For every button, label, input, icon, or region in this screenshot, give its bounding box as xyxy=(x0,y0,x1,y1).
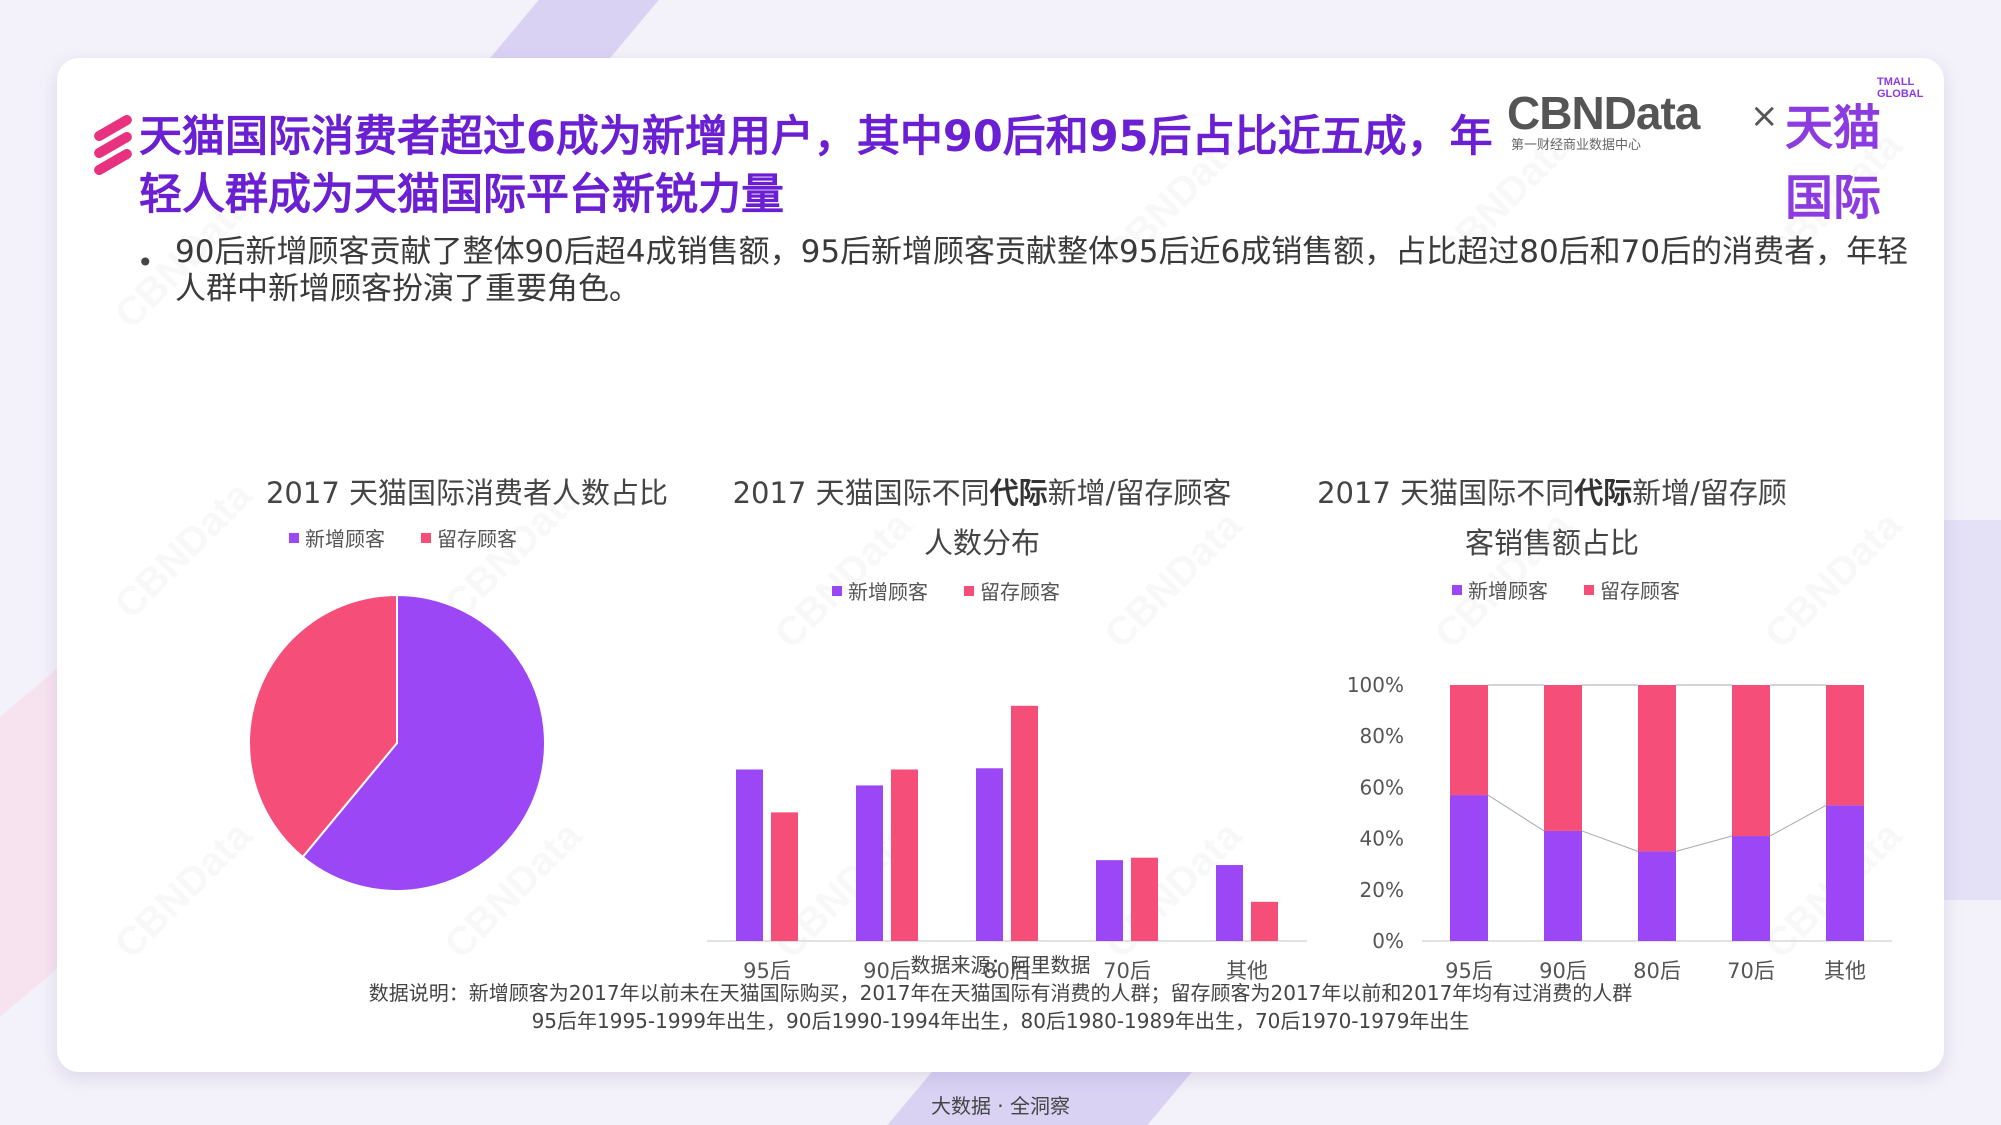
series-connector-line xyxy=(1769,804,1827,837)
bar xyxy=(1011,705,1038,941)
y-tick-label: 20% xyxy=(1360,878,1404,902)
bar xyxy=(736,769,763,941)
legend-swatch-retained xyxy=(421,532,431,543)
legend-label-new: 新增顾客 xyxy=(305,527,385,551)
legend-swatch-new xyxy=(832,585,842,596)
stacked-bar-segment xyxy=(1732,836,1770,941)
x-tick-label: 其他 xyxy=(1824,959,1866,983)
data-note-birth-years: 95后年1995-1999年出生，90后1990-1994年出生，80后1980… xyxy=(531,1009,1470,1033)
y-tick-label: 0% xyxy=(1372,929,1404,953)
bar xyxy=(1251,901,1278,941)
pie-legend: 新增顾客 留存顾客 xyxy=(289,523,517,552)
logo-separator: × xyxy=(1750,96,1779,136)
series-connector-line xyxy=(1675,835,1733,852)
legend-item-new: 新增顾客 xyxy=(289,523,385,552)
y-tick-label: 80% xyxy=(1360,724,1404,748)
grouped-bar-title-post: 新增/留存顾客人数分布 xyxy=(923,476,1232,560)
legend-label-retained: 留存顾客 xyxy=(1600,579,1680,603)
stacked-bar-segment xyxy=(1826,805,1864,941)
stacked-bar-title-pre: 2017 天猫国际不同 xyxy=(1317,476,1575,510)
x-tick-label: 90后 xyxy=(1539,959,1587,983)
y-tick-label: 40% xyxy=(1360,827,1404,851)
x-tick-label: 80后 xyxy=(983,959,1031,983)
y-tick-label: 60% xyxy=(1360,775,1404,799)
stacked-bar-title-bold: 代际 xyxy=(1574,476,1633,510)
stacked-bar-segment xyxy=(1450,795,1488,941)
y-tick-label: 100% xyxy=(1347,673,1404,697)
x-tick-label: 80后 xyxy=(1633,959,1681,983)
pie-chart xyxy=(248,593,546,892)
pie-chart-title: 2017 天猫国际消费者人数占比 xyxy=(265,476,669,510)
tmall-global-en: TMALL GLOBAL xyxy=(1877,76,1924,100)
stacked-bar-title-post: 新增/留存顾客销售额占比 xyxy=(1464,476,1787,560)
bullet-dot-icon: • xyxy=(137,246,154,279)
grouped-bar-title-bold: 代际 xyxy=(989,476,1048,510)
stacked-bar-segment xyxy=(1544,685,1582,831)
grouped-bar-chart: 95后 90后 80后 70后 其他 xyxy=(707,705,1307,983)
legend-swatch-retained xyxy=(1584,584,1594,595)
legend-item-new: 新增顾客 xyxy=(1452,575,1548,604)
cbndata-logo: CBNData xyxy=(1507,87,1700,139)
stacked-bar-segment xyxy=(1638,851,1676,941)
stacked-bar-segment xyxy=(1826,685,1864,806)
legend-item-retained: 留存顾客 xyxy=(1584,575,1680,604)
legend-item-new: 新增顾客 xyxy=(832,576,928,605)
summary-bullet: 90后新增顾客贡献了整体90后超4成销售额，95后新增顾客贡献整体95后近6成销… xyxy=(175,234,1909,307)
legend-swatch-new xyxy=(1452,584,1462,595)
slide-card: CBNData CBNData CBNData CBNData CBNData … xyxy=(57,58,1944,1072)
series-connector-line xyxy=(1581,830,1639,852)
pie-slice xyxy=(301,593,546,892)
bar xyxy=(1216,865,1243,941)
x-tick-label: 70后 xyxy=(1727,959,1775,983)
stacked-bar-segment xyxy=(1638,685,1676,852)
legend-label-retained: 留存顾客 xyxy=(437,527,517,551)
bar xyxy=(1096,860,1123,941)
x-tick-label: 其他 xyxy=(1226,959,1268,983)
tmall-global-logo: 天猫国际 xyxy=(1785,100,1882,226)
bar xyxy=(1131,857,1158,941)
pie-slice xyxy=(248,593,398,859)
bar xyxy=(856,785,883,941)
legend-label-retained: 留存顾客 xyxy=(980,580,1060,604)
stacked-bar-chart-title: 2017 天猫国际不同代际新增/留存顾客销售额占比 xyxy=(1317,468,1787,568)
bar xyxy=(771,812,798,941)
x-tick-label: 95后 xyxy=(743,959,791,983)
legend-swatch-retained xyxy=(964,585,974,596)
legend-swatch-new xyxy=(289,532,299,543)
legend-label-new: 新增顾客 xyxy=(1468,579,1548,603)
title-stripes-icon xyxy=(94,115,132,175)
cbndata-subtitle: 第一财经商业数据中心 xyxy=(1511,138,1642,153)
bar xyxy=(976,768,1003,941)
stacked-bar-segment xyxy=(1544,830,1582,941)
stacked-bar-segment xyxy=(1732,685,1770,837)
grouped-bar-legend: 新增顾客 留存顾客 xyxy=(832,576,1060,605)
grouped-bar-chart-title: 2017 天猫国际不同代际新增/留存顾客人数分布 xyxy=(722,468,1242,568)
stacked-bar-legend: 新增顾客 留存顾客 xyxy=(1452,575,1680,604)
legend-item-retained: 留存顾客 xyxy=(421,523,517,552)
footer-slogan: 大数据 · 全洞察 xyxy=(930,1094,1071,1118)
stacked-bar-segment xyxy=(1450,685,1488,796)
x-tick-label: 95后 xyxy=(1445,959,1493,983)
series-connector-line xyxy=(1487,794,1545,832)
page-title: 天猫国际消费者超过6成为新增用户，其中90后和95后占比近五成，年轻人群成为天猫… xyxy=(139,112,1493,220)
grouped-bar-title-pre: 2017 天猫国际不同 xyxy=(732,476,990,510)
bar xyxy=(891,769,918,941)
legend-label-new: 新增顾客 xyxy=(848,580,928,604)
x-tick-label: 70后 xyxy=(1103,959,1151,983)
x-tick-label: 90后 xyxy=(863,959,911,983)
data-note: 数据说明：新增顾客为2017年以前未在天猫国际购买，2017年在天猫国际有消费的… xyxy=(368,981,1633,1005)
legend-item-retained: 留存顾客 xyxy=(964,576,1060,605)
stacked-bar-chart: 0% 20% 40% 60% 80% 100% 95后 90后 80后 70后 其他 xyxy=(1347,673,1892,983)
data-source: 数据来源：阿里数据 xyxy=(910,953,1091,977)
logo: CBNData 第一财经商业数据中心 × 天猫国际 TMALL GLOBAL xyxy=(1507,66,1927,226)
